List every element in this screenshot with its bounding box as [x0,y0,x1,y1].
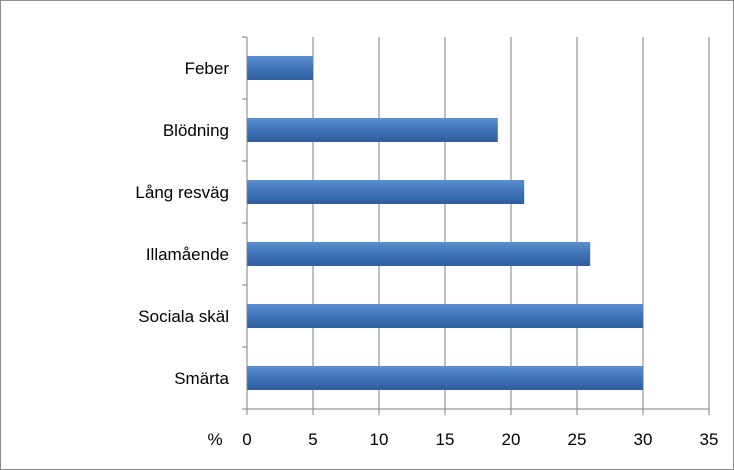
bar [247,180,525,204]
bars [247,56,643,390]
category-label: Smärta [174,369,229,388]
category-label: Sociala skäl [138,307,229,326]
x-tick-label: 30 [634,430,653,449]
labels: 0 5 10 15 20 25 30 35 Feber Blödning Lång resväg Il… [135,59,718,449]
x-tick-label: 35 [700,430,719,449]
x-tick-label: 5 [308,430,317,449]
category-label: Blödning [163,121,229,140]
bar [247,118,498,142]
category-label: Feber [185,59,230,78]
x-tick-label: 20 [502,430,521,449]
x-tick-label: 25 [568,430,587,449]
bar [247,304,643,328]
bar [247,366,643,390]
x-tick-label: 15 [436,430,455,449]
bar [247,56,313,80]
x-axis-label: % [207,430,222,449]
axes [242,36,710,415]
category-label: Illamående [146,245,229,264]
x-tick-label: 0 [242,430,251,449]
gridlines [312,37,710,409]
category-label: Lång resväg [135,183,229,202]
bar [247,242,591,266]
x-tick-label: 10 [370,430,389,449]
